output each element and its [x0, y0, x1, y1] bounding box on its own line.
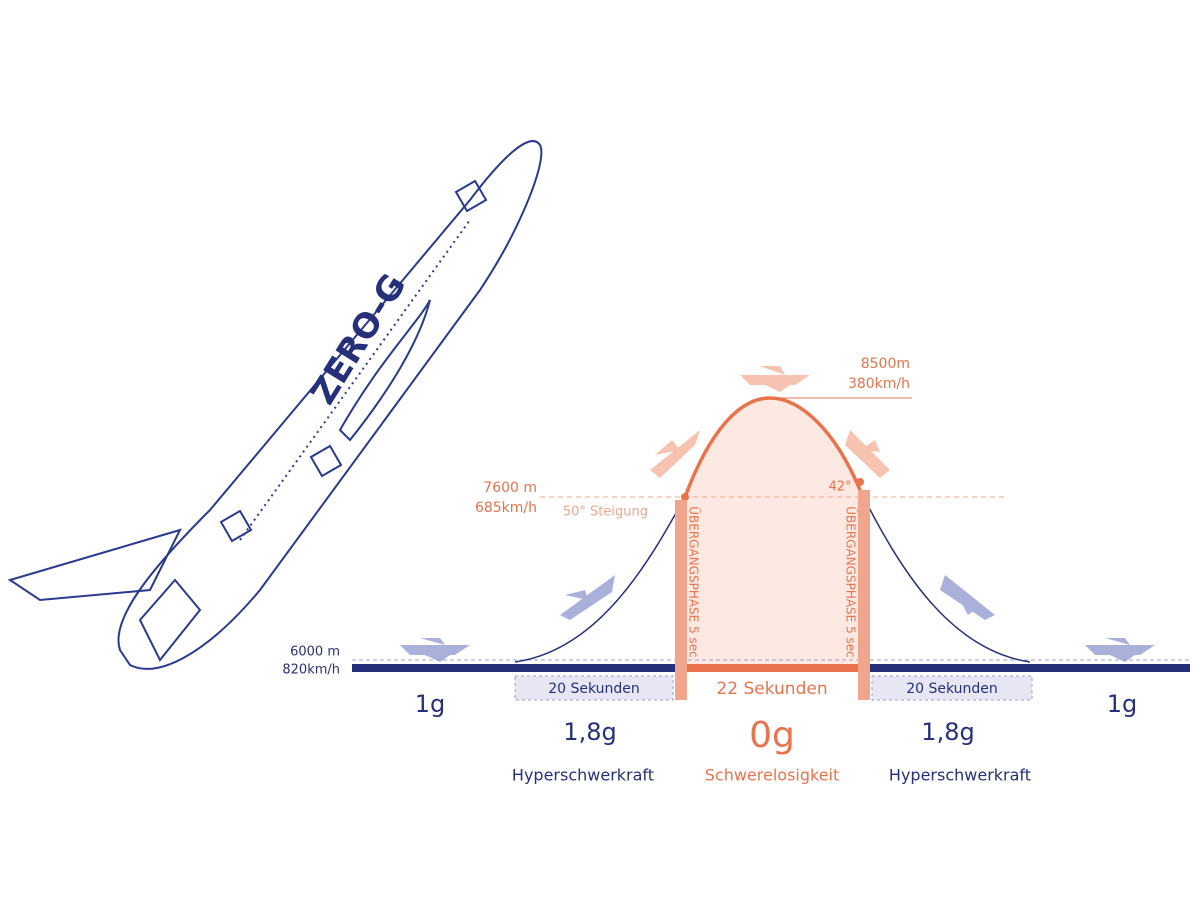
base-speed: 820km/h	[282, 663, 340, 678]
duration: 20 Sekunden	[548, 681, 640, 697]
zero-g-area	[685, 398, 860, 668]
apex-altitude: 8500m	[861, 356, 910, 372]
phase-label: Schwerelosigkeit	[705, 766, 840, 785]
exit-point	[856, 478, 864, 486]
plane-icons-orange	[650, 366, 890, 478]
transition-label: ÜBERGANGSPHASE 5 sec	[844, 506, 860, 658]
entry-altitude: 7600 m	[483, 480, 537, 496]
g-value: 1,8g	[563, 718, 616, 746]
duration: 20 Sekunden	[906, 681, 998, 697]
zero-g-plane	[7, 140, 543, 670]
transition-bar	[675, 500, 687, 700]
climb-angle: 50° Steigung	[563, 505, 648, 520]
g-value: 1g	[415, 690, 446, 718]
descent-curve	[859, 489, 1031, 663]
parabola	[683, 396, 862, 498]
apex-speed: 380km/h	[848, 376, 910, 392]
g-value: 0g	[749, 715, 795, 756]
phase-label: Hyperschwerkraft	[889, 766, 1031, 785]
entry-speed: 685km/h	[475, 500, 537, 516]
phase-label: Hyperschwerkraft	[512, 766, 654, 785]
exit-angle: 42°	[828, 480, 851, 495]
base-altitude: 6000 m	[290, 645, 340, 660]
duration-box	[871, 675, 1033, 701]
duration: 22 Sekunden	[716, 679, 827, 699]
transition-label: ÜBERGANGSPHASE 5 sec	[687, 506, 703, 658]
g-value: 1g	[1107, 690, 1138, 718]
g-value: 1,8g	[921, 718, 974, 746]
transition-bar	[858, 490, 870, 700]
plane-icons	[400, 575, 1155, 662]
duration-box	[514, 675, 674, 701]
zero-g-baseline	[680, 664, 865, 672]
climb-curve	[514, 496, 686, 663]
entry-point	[681, 493, 689, 501]
plane-label: ZERO-G	[303, 267, 414, 412]
